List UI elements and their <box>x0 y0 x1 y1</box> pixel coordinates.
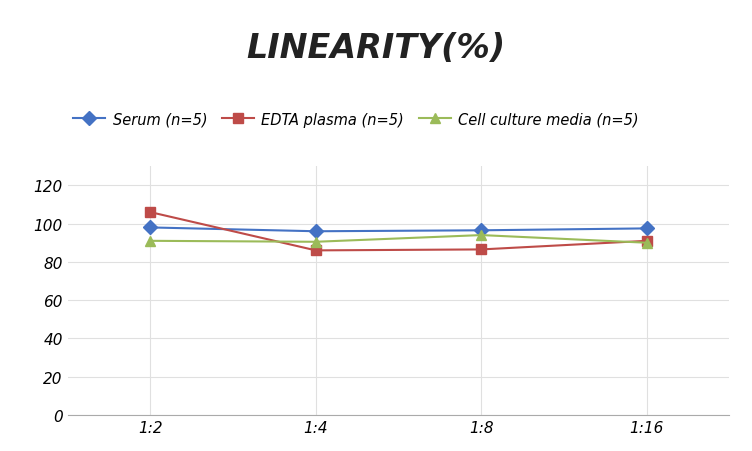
Legend: Serum (n=5), EDTA plasma (n=5), Cell culture media (n=5): Serum (n=5), EDTA plasma (n=5), Cell cul… <box>68 106 644 133</box>
Text: LINEARITY(%): LINEARITY(%) <box>247 32 505 64</box>
